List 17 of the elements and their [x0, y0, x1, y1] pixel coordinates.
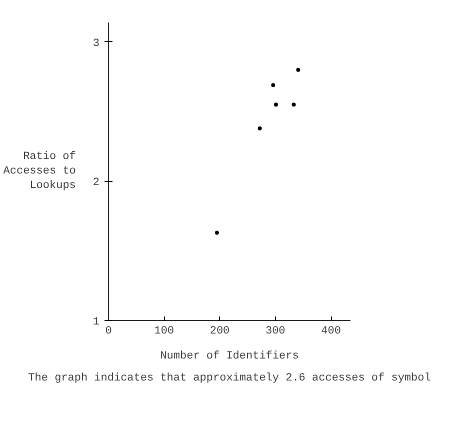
- y-tick-label: 2: [92, 177, 100, 190]
- point: [274, 102, 278, 107]
- y-tick-label: 3: [92, 38, 100, 50]
- x-tick-label: 300: [265, 326, 286, 338]
- x-tick-label: 100: [154, 326, 174, 338]
- text: The graph indicates that approximately 2.6 accesses of symbol: [28, 372, 431, 384]
- x-tick-label: 400: [321, 326, 341, 338]
- x-tick-label: 200: [210, 326, 230, 338]
- x-tick-label: 0: [105, 326, 112, 338]
- point: [258, 126, 262, 130]
- point: [292, 102, 296, 107]
- y-tick-label: 1: [92, 316, 100, 328]
- point: [214, 230, 219, 235]
- y-axis-title: Ratio of Accesses to Lookups: [3, 151, 76, 192]
- x-axis-title: Number of Identifiers: [160, 350, 299, 362]
- point: [271, 83, 276, 88]
- point: [296, 68, 300, 72]
